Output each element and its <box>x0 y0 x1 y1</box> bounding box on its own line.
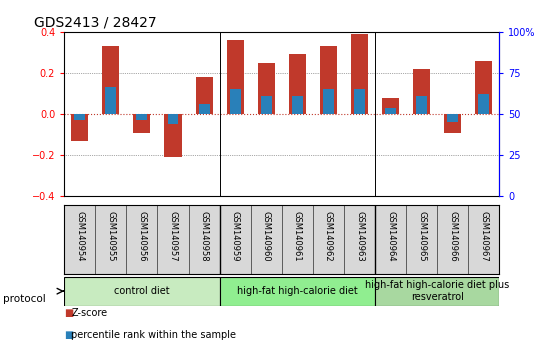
Bar <box>351 34 368 114</box>
Text: GSM140967: GSM140967 <box>479 211 488 262</box>
Text: GDS2413 / 28427: GDS2413 / 28427 <box>33 15 156 29</box>
Bar <box>167 114 179 125</box>
Text: GSM140966: GSM140966 <box>448 211 457 262</box>
Text: GSM140960: GSM140960 <box>262 211 271 262</box>
Bar <box>385 108 396 114</box>
Bar <box>261 96 272 114</box>
Text: high-fat high-calorie diet: high-fat high-calorie diet <box>237 286 358 296</box>
Bar <box>105 87 116 114</box>
Text: GSM140963: GSM140963 <box>355 211 364 262</box>
Bar <box>416 96 427 114</box>
Bar <box>448 114 458 122</box>
Text: GSM140957: GSM140957 <box>169 211 177 262</box>
Bar <box>478 93 489 114</box>
Bar <box>220 277 375 306</box>
Bar <box>444 114 461 133</box>
Text: protocol: protocol <box>3 294 46 304</box>
Text: ■: ■ <box>64 330 74 339</box>
Bar <box>71 114 88 141</box>
Text: Z-score: Z-score <box>71 308 108 318</box>
Bar <box>382 98 399 114</box>
Bar <box>64 277 220 306</box>
Bar <box>375 277 499 306</box>
Text: GSM140954: GSM140954 <box>75 211 84 261</box>
Bar <box>475 61 492 114</box>
Bar <box>74 114 85 120</box>
Text: percentile rank within the sample: percentile rank within the sample <box>71 330 237 339</box>
Bar <box>230 90 240 114</box>
Bar <box>320 46 337 114</box>
Bar <box>102 46 119 114</box>
Text: GSM140959: GSM140959 <box>230 211 239 261</box>
Bar <box>289 55 306 114</box>
Bar <box>137 114 147 120</box>
Text: GSM140962: GSM140962 <box>324 211 333 262</box>
Text: ■: ■ <box>64 308 74 318</box>
Bar <box>354 90 365 114</box>
Text: control diet: control diet <box>114 286 170 296</box>
Bar <box>413 69 430 114</box>
Bar <box>292 96 303 114</box>
Text: GSM140961: GSM140961 <box>293 211 302 262</box>
Text: GSM140955: GSM140955 <box>107 211 116 261</box>
Bar <box>133 114 151 133</box>
Bar <box>323 90 334 114</box>
Bar <box>195 77 213 114</box>
Bar <box>258 63 275 114</box>
Text: GSM140965: GSM140965 <box>417 211 426 262</box>
Text: high-fat high-calorie diet plus
resveratrol: high-fat high-calorie diet plus resverat… <box>365 280 509 302</box>
Bar <box>227 40 244 114</box>
Text: GSM140964: GSM140964 <box>386 211 395 262</box>
Text: GSM140956: GSM140956 <box>137 211 146 262</box>
Bar <box>199 104 209 114</box>
Bar <box>165 114 181 158</box>
Text: GSM140958: GSM140958 <box>200 211 209 262</box>
